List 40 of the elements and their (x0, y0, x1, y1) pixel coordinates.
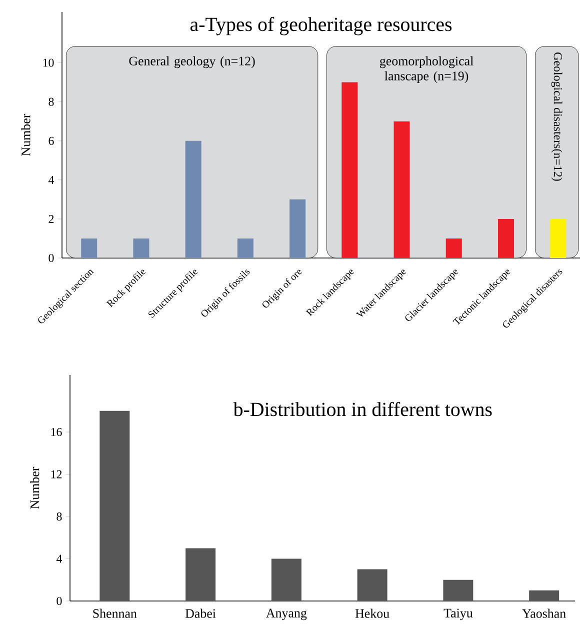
band-label: General geology (n=12) (129, 56, 255, 68)
y-tick-label: 0 (48, 254, 54, 262)
band-label: geomorphological lanscape (n=19) (380, 56, 474, 83)
bar (237, 238, 254, 258)
y-tick-label: 4 (56, 554, 62, 563)
chart-title: a-Types of geoheritage resources (190, 16, 452, 36)
bar (133, 238, 150, 258)
bar (186, 548, 216, 601)
text: b-Distribution in different towns (233, 402, 492, 416)
y-axis-title: Number (21, 114, 30, 156)
bar (100, 410, 130, 601)
bar (394, 121, 410, 258)
y-tick-label: 4 (48, 176, 54, 184)
bar (498, 218, 514, 258)
y-axis-title: Number (30, 466, 40, 509)
x-tick-label: Anyang (266, 608, 307, 620)
x-tick-label: Yaoshan (522, 608, 566, 618)
bar (550, 218, 566, 258)
bar (443, 580, 474, 601)
x-tick-label: Taiyu (444, 608, 473, 620)
y-tick-label: 8 (48, 98, 54, 106)
x-tick-label: Shennan (93, 608, 137, 618)
bar (81, 238, 98, 258)
bar (185, 140, 202, 258)
y-tick-label: 8 (56, 512, 62, 521)
bar (357, 569, 388, 601)
band-label: Geological disasters(n=12) (551, 52, 562, 181)
bar (290, 199, 306, 258)
x-tick-label: Dabei (185, 608, 216, 618)
y-tick-label: 10 (43, 58, 54, 67)
bar (529, 590, 560, 601)
x-tick-label: Hekou (355, 608, 390, 618)
y-tick-label: 0 (56, 596, 62, 606)
bar (342, 82, 358, 258)
y-tick-label: 2 (48, 214, 54, 223)
bar (446, 238, 462, 258)
bar (271, 558, 302, 601)
y-tick-label: 16 (51, 428, 62, 436)
y-tick-label: 12 (51, 470, 62, 478)
y-tick-label: 6 (48, 136, 54, 145)
